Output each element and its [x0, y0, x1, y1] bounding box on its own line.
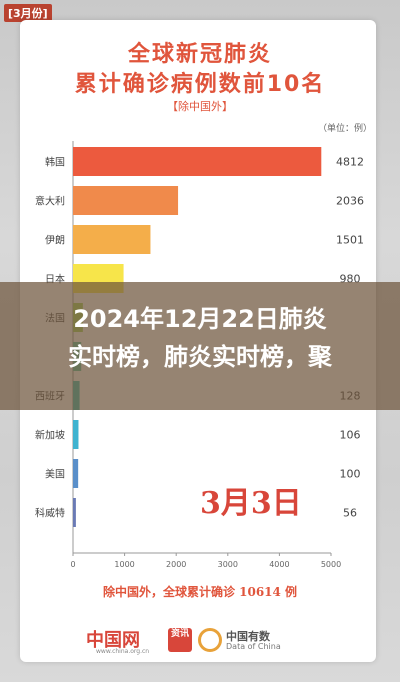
bar-10	[73, 498, 76, 527]
value-label-2: 2036	[336, 195, 364, 208]
chart-title-line2: 累计确诊病例数前10名	[74, 72, 326, 97]
month-tag: [3月份]	[4, 4, 52, 22]
logo-bar: 中国网 www.china.org.cn 资讯 中国有数 Data of Chi…	[0, 624, 400, 660]
bar-9	[73, 459, 79, 488]
data-of-china-logo: 中国有数	[226, 630, 270, 643]
headline-overlay	[0, 282, 400, 410]
bar-3	[73, 225, 151, 254]
category-label-9: 美国	[45, 468, 65, 481]
category-label-8: 新加坡	[35, 429, 65, 442]
x-tick-label-5: 4000	[269, 560, 289, 569]
headline-line1: 2024年12月22日肺炎	[73, 305, 327, 333]
headline-text: 2024年12月22日肺炎 实时榜，肺炎实时榜，聚	[0, 300, 400, 376]
x-tick-label-6: 5000	[321, 560, 341, 569]
x-tick-label-1: 0	[70, 560, 75, 569]
x-tick-label-2: 1000	[114, 560, 134, 569]
category-label-1: 韩国	[45, 156, 65, 169]
date-stamp: 3月3日	[200, 486, 302, 521]
chart-subtitle: 【除中国外】	[167, 100, 233, 113]
value-label-10: 56	[343, 507, 357, 520]
china-net-logo: 中国网	[86, 630, 140, 651]
x-tick-label-3: 2000	[166, 560, 186, 569]
chart-title-line1: 全球新冠肺炎	[127, 42, 272, 67]
category-label-10: 科威特	[35, 507, 65, 520]
bar-1	[73, 147, 322, 176]
bar-8	[73, 420, 79, 449]
value-label-8: 106	[340, 429, 361, 442]
value-label-9: 100	[340, 468, 361, 481]
category-label-2: 意大利	[35, 195, 65, 208]
data-of-china-icon	[198, 628, 222, 652]
headline-line2: 实时榜，肺炎实时榜，聚	[68, 343, 332, 371]
unit-label: （单位：例）	[317, 124, 372, 134]
footer-total: 除中国外，全球累计确诊 10614 例	[102, 585, 298, 599]
category-label-3: 伊朗	[45, 235, 65, 247]
value-label-3: 1501	[336, 234, 364, 247]
data-of-china-en: Data of China	[226, 642, 281, 651]
value-label-1: 4812	[336, 156, 364, 169]
bar-2	[73, 186, 179, 215]
zixun-logo: 资讯	[168, 628, 192, 652]
x-tick-label-4: 3000	[218, 560, 238, 569]
china-net-url: www.china.org.cn	[96, 648, 150, 655]
